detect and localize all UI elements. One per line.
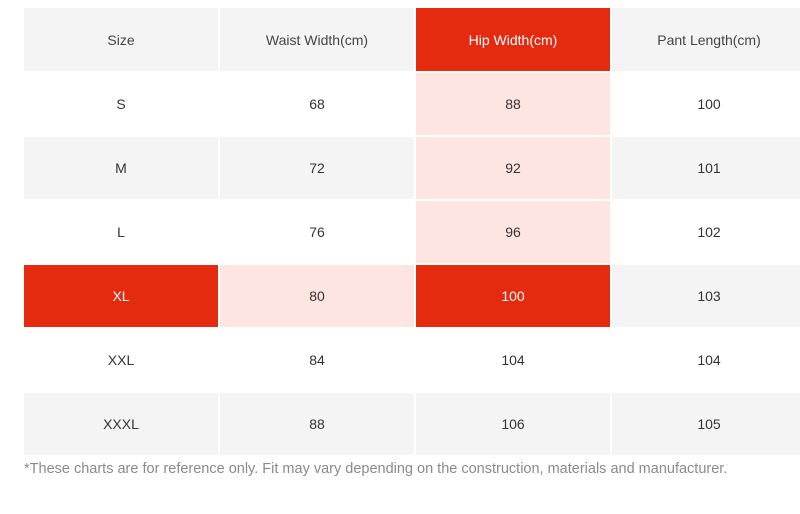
cell-size-m: M (24, 137, 218, 199)
cell-waist-l: 76 (220, 201, 414, 263)
cell-size-xxxl: XXXL (24, 393, 218, 455)
cell-size-s: S (24, 73, 218, 135)
cell-hip-xxl: 104 (416, 329, 610, 391)
cell-length-l: 102 (612, 201, 800, 263)
cell-hip-l: 96 (416, 201, 610, 263)
header-pant-length: Pant Length(cm) (612, 8, 800, 71)
cell-length-s: 100 (612, 73, 800, 135)
cell-length-xxxl: 105 (612, 393, 800, 455)
header-waist-width: Waist Width(cm) (220, 8, 414, 71)
cell-hip-m: 92 (416, 137, 610, 199)
cell-size-xxl: XXL (24, 329, 218, 391)
size-chart-table: Size Waist Width(cm) Hip Width(cm) Pant … (24, 8, 800, 455)
cell-waist-xl: 80 (220, 265, 414, 327)
reference-footnote: *These charts are for reference only. Fi… (24, 461, 728, 477)
cell-waist-xxl: 84 (220, 329, 414, 391)
header-hip-width: Hip Width(cm) (416, 8, 610, 71)
cell-waist-xxxl: 88 (220, 393, 414, 455)
header-size: Size (24, 8, 218, 71)
cell-length-xl: 103 (612, 265, 800, 327)
cell-hip-s: 88 (416, 73, 610, 135)
cell-size-l: L (24, 201, 218, 263)
cell-length-m: 101 (612, 137, 800, 199)
cell-hip-xxxl: 106 (416, 393, 610, 455)
cell-waist-m: 72 (220, 137, 414, 199)
cell-length-xxl: 104 (612, 329, 800, 391)
cell-waist-s: 68 (220, 73, 414, 135)
cell-hip-xl: 100 (416, 265, 610, 327)
cell-size-xl: XL (24, 265, 218, 327)
